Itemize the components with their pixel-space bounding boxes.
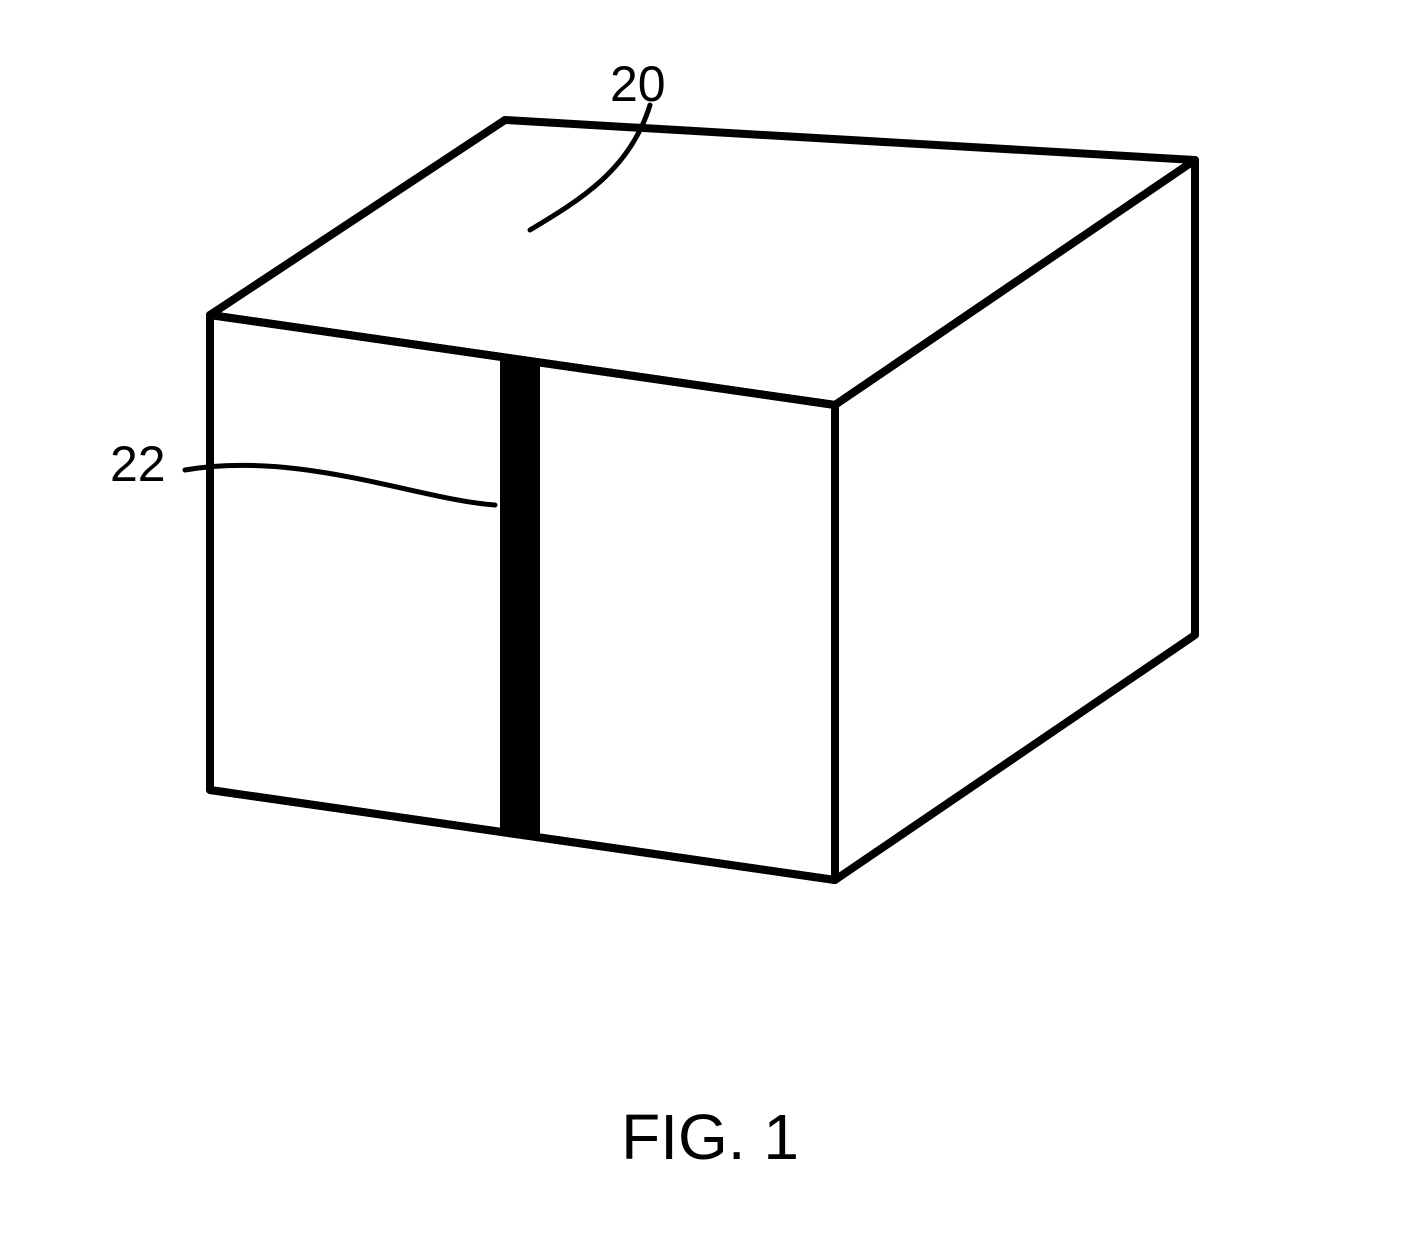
reference-label-22: 22	[110, 435, 166, 493]
box-diagram	[0, 0, 1420, 1240]
reference-label-20: 20	[610, 55, 666, 113]
reference-label-20-text: 20	[610, 56, 666, 112]
figure-caption: FIG. 1	[0, 1100, 1420, 1174]
reference-label-22-text: 22	[110, 436, 166, 492]
figure-caption-text: FIG. 1	[621, 1101, 799, 1173]
figure-container: 20 22 FIG. 1	[0, 0, 1420, 1240]
